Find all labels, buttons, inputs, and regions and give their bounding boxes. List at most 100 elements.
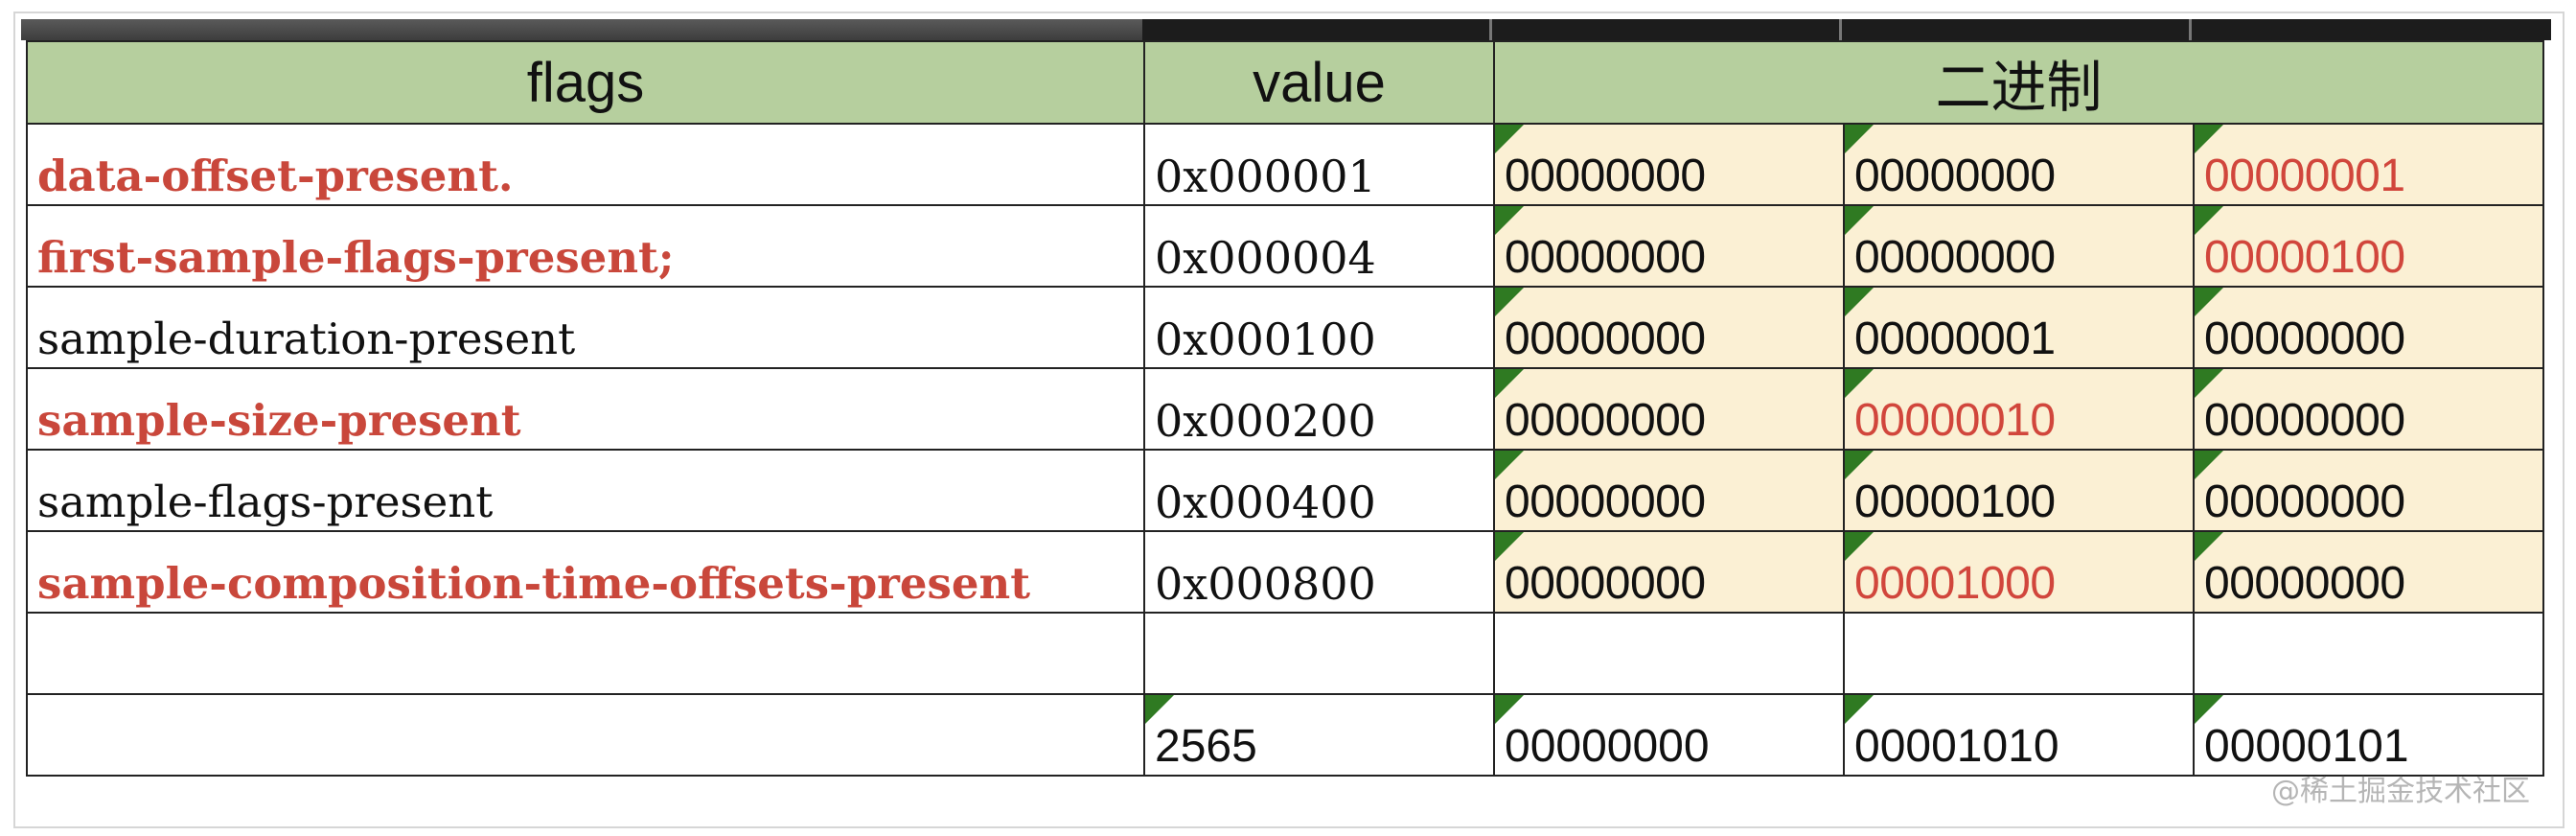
flag-name: sample-duration-present xyxy=(37,314,576,364)
flag-name: first-sample-flags-present; xyxy=(37,232,675,283)
flag-cell[interactable]: data-offset-present. xyxy=(26,123,1145,206)
value-cell[interactable]: 0x000400 xyxy=(1143,449,1495,532)
column-header-bar xyxy=(21,19,2551,40)
binary-byte: 00000001 xyxy=(2204,151,2405,201)
binary-cell[interactable]: 00000001 xyxy=(1843,286,2195,369)
binary-byte: 00000101 xyxy=(2204,721,2409,772)
table-row: first-sample-flags-present; 0x000004 000… xyxy=(26,204,2544,288)
cell-marker-icon xyxy=(2196,533,2223,561)
binary-cell[interactable]: 00000000 xyxy=(1493,204,1845,288)
header-binary[interactable]: 二进制 xyxy=(1493,40,2544,125)
value-cell[interactable]: 0x000001 xyxy=(1143,123,1495,206)
total-binary-cell[interactable]: 00001010 xyxy=(1843,693,2195,777)
flag-cell[interactable]: first-sample-flags-present; xyxy=(26,204,1145,288)
cell-marker-icon xyxy=(1496,370,1524,398)
binary-byte: 00000000 xyxy=(2204,314,2405,364)
cell-marker-icon xyxy=(1146,696,1174,724)
flag-cell[interactable]: sample-size-present xyxy=(26,367,1145,451)
binary-cell[interactable]: 00000000 xyxy=(1493,367,1845,451)
binary-cell[interactable]: 00000000 xyxy=(1493,286,1845,369)
binary-cell[interactable]: 00000000 xyxy=(1843,123,2195,206)
flag-value: 0x000800 xyxy=(1155,557,1376,610)
table-row: sample-duration-present 0x000100 0000000… xyxy=(26,286,2544,369)
header-flags[interactable]: flags xyxy=(26,40,1145,125)
value-cell[interactable]: 0x000200 xyxy=(1143,367,1495,451)
binary-cell[interactable]: 00001000 xyxy=(1843,530,2195,614)
header-value[interactable]: value xyxy=(1143,40,1495,125)
binary-cell[interactable]: 00000100 xyxy=(1843,449,2195,532)
binary-byte: 00000001 xyxy=(1854,314,2056,364)
binary-cell[interactable]: 00000000 xyxy=(1493,449,1845,532)
binary-byte: 00000000 xyxy=(2204,476,2405,527)
total-binary-cell[interactable]: 00000000 xyxy=(1493,693,1845,777)
value-cell[interactable]: 0x000100 xyxy=(1143,286,1495,369)
binary-byte: 00000100 xyxy=(1854,476,2056,527)
value-cell[interactable]: 0x000004 xyxy=(1143,204,1495,288)
empty-row xyxy=(26,612,2544,695)
cell-marker-icon xyxy=(1496,696,1524,724)
total-binary-cell[interactable]: 00000101 xyxy=(2193,693,2544,777)
binary-byte: 00000000 xyxy=(2204,395,2405,446)
binary-cell[interactable]: 00000000 xyxy=(2193,286,2544,369)
binary-cell[interactable]: 00000000 xyxy=(1493,123,1845,206)
binary-cell[interactable]: 00000000 xyxy=(1493,530,1845,614)
binary-byte: 00000000 xyxy=(1505,476,1706,527)
cell-marker-icon xyxy=(1846,289,1874,316)
cell-marker-icon xyxy=(1846,452,1874,479)
cell-marker-icon xyxy=(1496,207,1524,235)
cell-marker-icon xyxy=(2196,126,2223,153)
flag-name: sample-flags-present xyxy=(37,476,494,527)
flag-cell[interactable]: sample-duration-present xyxy=(26,286,1145,369)
binary-cell[interactable]: 00000010 xyxy=(1843,367,2195,451)
table-row: sample-size-present 0x000200 00000000 00… xyxy=(26,367,2544,451)
flag-value: 0x000400 xyxy=(1155,476,1376,528)
binary-byte: 00000100 xyxy=(2204,232,2405,283)
empty-cell[interactable] xyxy=(1843,612,2195,695)
total-row: 2565 00000000 00001010 00000101 xyxy=(26,693,2544,777)
flag-cell[interactable]: sample-flags-present xyxy=(26,449,1145,532)
flag-value: 0x000200 xyxy=(1155,394,1376,447)
binary-cell[interactable]: 00000000 xyxy=(2193,449,2544,532)
cell-marker-icon xyxy=(1846,533,1874,561)
cell-marker-icon xyxy=(2196,207,2223,235)
flag-name: sample-composition-time-offsets-present xyxy=(37,558,1030,609)
table-row: sample-composition-time-offsets-present … xyxy=(26,530,2544,614)
flags-table: flags value 二进制 data-offset-present. 0x0… xyxy=(26,40,2544,777)
flag-value: 0x000100 xyxy=(1155,313,1376,365)
total-value: 2565 xyxy=(1155,721,1257,772)
cell-marker-icon xyxy=(1846,207,1874,235)
binary-cell[interactable]: 00000000 xyxy=(2193,367,2544,451)
binary-cell[interactable]: 00000100 xyxy=(2193,204,2544,288)
binary-cell[interactable]: 00000000 xyxy=(2193,530,2544,614)
binary-byte: 00000000 xyxy=(2204,558,2405,609)
cell-marker-icon xyxy=(2196,370,2223,398)
total-value-cell[interactable]: 2565 xyxy=(1143,693,1495,777)
flag-value: 0x000004 xyxy=(1155,231,1376,284)
binary-byte: 00000000 xyxy=(1505,151,1706,201)
binary-cell[interactable]: 00000001 xyxy=(2193,123,2544,206)
empty-cell[interactable] xyxy=(1143,612,1495,695)
binary-byte: 00000000 xyxy=(1505,232,1706,283)
cell-marker-icon xyxy=(1846,370,1874,398)
flag-cell[interactable]: sample-composition-time-offsets-present xyxy=(26,530,1145,614)
cell-marker-icon xyxy=(1496,533,1524,561)
cell-marker-icon xyxy=(1846,696,1874,724)
binary-byte: 00000010 xyxy=(1854,395,2056,446)
cell-marker-icon xyxy=(1846,126,1874,153)
table-row: data-offset-present. 0x000001 00000000 0… xyxy=(26,123,2544,206)
flag-name: data-offset-present. xyxy=(37,151,514,201)
value-cell[interactable]: 0x000800 xyxy=(1143,530,1495,614)
binary-cell[interactable]: 00000000 xyxy=(1843,204,2195,288)
empty-cell[interactable] xyxy=(26,612,1145,695)
binary-byte: 00001010 xyxy=(1854,721,2059,772)
binary-byte: 00000000 xyxy=(1854,232,2056,283)
binary-byte: 00000000 xyxy=(1505,395,1706,446)
empty-cell[interactable] xyxy=(26,693,1145,777)
cell-marker-icon xyxy=(2196,289,2223,316)
flag-value: 0x000001 xyxy=(1155,150,1376,202)
empty-cell[interactable] xyxy=(1493,612,1845,695)
empty-cell[interactable] xyxy=(2193,612,2544,695)
binary-byte: 00001000 xyxy=(1854,558,2056,609)
table-row: sample-flags-present 0x000400 00000000 0… xyxy=(26,449,2544,532)
binary-byte: 00000000 xyxy=(1505,314,1706,364)
